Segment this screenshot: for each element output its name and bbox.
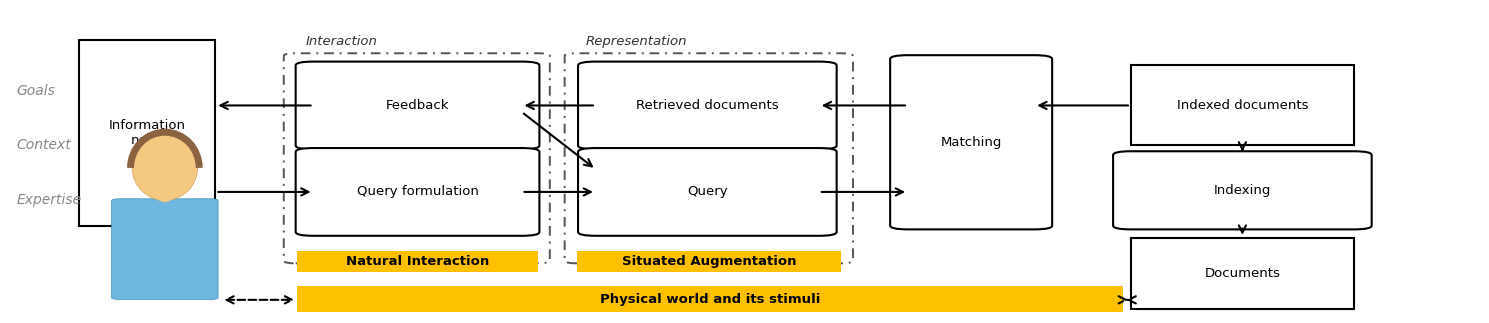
- Text: Interaction: Interaction: [307, 35, 378, 48]
- FancyBboxPatch shape: [296, 62, 539, 149]
- Text: Query: Query: [686, 185, 728, 198]
- Text: Goals: Goals: [16, 84, 55, 98]
- Text: Representation: Representation: [585, 35, 686, 48]
- Text: Natural Interaction: Natural Interaction: [345, 255, 490, 268]
- Ellipse shape: [133, 135, 198, 200]
- FancyBboxPatch shape: [1114, 151, 1371, 229]
- Bar: [298, 287, 1124, 312]
- Text: Query formulation: Query formulation: [356, 185, 478, 198]
- FancyBboxPatch shape: [79, 40, 216, 225]
- FancyBboxPatch shape: [890, 55, 1053, 229]
- FancyBboxPatch shape: [1132, 66, 1354, 145]
- Text: Matching: Matching: [941, 136, 1002, 149]
- Text: Context: Context: [16, 139, 71, 152]
- Text: Retrieved documents: Retrieved documents: [636, 99, 779, 112]
- Ellipse shape: [155, 186, 174, 202]
- Text: Physical world and its stimuli: Physical world and its stimuli: [600, 293, 820, 306]
- Bar: [576, 251, 841, 272]
- Text: Documents: Documents: [1205, 267, 1281, 280]
- Text: Situated Augmentation: Situated Augmentation: [621, 255, 797, 268]
- Text: Indexing: Indexing: [1214, 184, 1272, 197]
- Text: Feedback: Feedback: [386, 99, 450, 112]
- Text: Information
need: Information need: [109, 119, 186, 147]
- FancyBboxPatch shape: [112, 199, 217, 299]
- Text: Expertise: Expertise: [16, 193, 82, 207]
- Text: Indexed documents: Indexed documents: [1176, 99, 1309, 112]
- Bar: [298, 251, 538, 272]
- FancyBboxPatch shape: [1132, 238, 1354, 309]
- FancyBboxPatch shape: [296, 148, 539, 236]
- FancyBboxPatch shape: [578, 62, 837, 149]
- FancyBboxPatch shape: [578, 148, 837, 236]
